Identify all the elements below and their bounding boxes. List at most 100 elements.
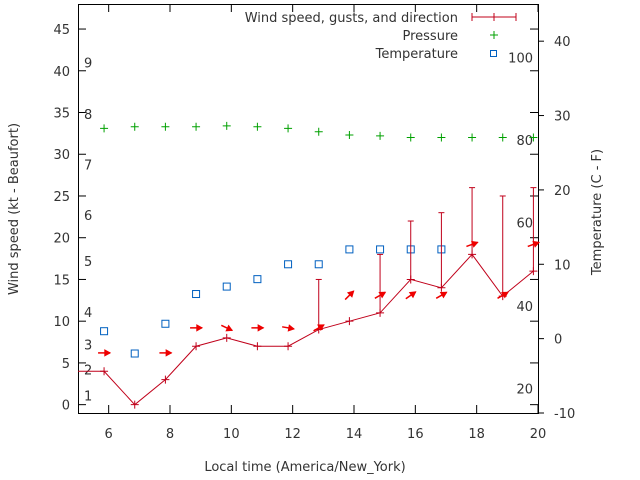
y-tick-label: 15	[53, 273, 70, 288]
y2-axis-label: Temperature (C - F)	[590, 149, 605, 276]
beaufort-label: 5	[84, 255, 92, 270]
y-tick-label: 25	[53, 190, 70, 205]
wind-speed-point	[284, 342, 293, 351]
pressure-point	[130, 122, 139, 131]
beaufort-label: 8	[84, 108, 92, 123]
pressure-point	[222, 121, 231, 130]
wind-direction-arrowhead	[408, 291, 417, 299]
x-axis-label: Local time (America/New_York)	[204, 460, 405, 475]
beaufort-label: 9	[84, 56, 92, 71]
legend-label-temperature: Temperature	[375, 47, 458, 62]
pressure-point	[161, 122, 170, 131]
x-tick-label: 16	[407, 427, 424, 442]
wind-speed-point	[161, 375, 170, 384]
pressure-point	[345, 131, 354, 140]
wind-speed-point	[192, 342, 201, 351]
fahrenheit-label: 40	[516, 300, 533, 315]
wind-direction-arrowhead	[225, 324, 234, 332]
temperature-point	[222, 282, 231, 291]
pressure-point	[253, 122, 262, 131]
temperature-point	[130, 349, 139, 358]
y-tick-label: 10	[53, 315, 70, 330]
temperature-point	[345, 245, 354, 254]
legend-label-wind: Wind speed, gusts, and direction	[245, 11, 458, 26]
temperature-point	[284, 260, 293, 269]
fahrenheit-label: 80	[516, 134, 533, 149]
fahrenheit-scale: 20 40 60 80 100	[508, 52, 533, 398]
pressure-point	[498, 133, 507, 142]
temperature-point	[192, 290, 201, 299]
pressure-point	[437, 133, 446, 142]
pressure-point	[192, 122, 201, 131]
y-tick-label: 35	[53, 107, 70, 122]
wind-speed-point	[345, 317, 354, 326]
wind-direction-arrowhead	[439, 291, 448, 299]
temperature-point	[100, 327, 109, 336]
x-tick-label: 10	[223, 427, 240, 442]
wind-direction-arrowhead	[287, 324, 296, 332]
y-tick-label: 45	[53, 23, 70, 38]
x-tick-label: 8	[166, 427, 174, 442]
wind-speed-line	[78, 253, 534, 406]
wind-direction-arrowhead	[378, 291, 387, 299]
y-tick-label: 0	[62, 399, 70, 414]
y-tick-label: 40	[53, 65, 70, 80]
wind-direction-arrowhead	[165, 349, 173, 357]
wind-direction-arrowhead	[196, 324, 204, 332]
x-axis-ticks: 6 8 10 12 14 16 18 20	[105, 4, 547, 442]
beaufort-label: 4	[84, 306, 92, 321]
x-tick-label: 20	[530, 427, 547, 442]
y2-axis-ticks: -10 0 10 20 30 40	[538, 35, 575, 422]
y2-tick-label: 10	[554, 258, 571, 273]
legend: Wind speed, gusts, and direction Pressur…	[245, 11, 517, 62]
wind-speed-point	[253, 342, 262, 351]
legend-temperature-marker	[490, 50, 497, 57]
x-tick-label: 18	[468, 427, 485, 442]
pressure-point	[284, 124, 293, 133]
temperature-point	[161, 319, 170, 328]
x-tick-label: 6	[105, 427, 113, 442]
wind-direction-arrowhead	[346, 290, 355, 298]
y-tick-label: 30	[53, 148, 70, 163]
y2-tick-label: 20	[554, 184, 571, 199]
y2-tick-label: 40	[554, 35, 571, 50]
wind-speed-point	[130, 400, 139, 409]
plot-frame	[78, 4, 539, 414]
wind-speed-point	[100, 367, 109, 376]
y-tick-label: 20	[53, 232, 70, 247]
wind-speed-point	[222, 333, 231, 342]
wind-direction-arrowhead	[471, 240, 479, 248]
pressure-point	[376, 131, 385, 140]
beaufort-label: 7	[84, 158, 92, 173]
pressure-point	[468, 133, 477, 142]
wind-direction-arrowhead	[317, 324, 325, 331]
temperature-point	[314, 260, 323, 269]
data-marks	[78, 121, 541, 409]
y2-tick-label: 0	[554, 333, 562, 348]
fahrenheit-label: 20	[516, 382, 533, 397]
y2-tick-label: -10	[554, 407, 575, 422]
beaufort-label: 3	[84, 339, 92, 354]
x-tick-label: 12	[284, 427, 301, 442]
pressure-point	[529, 133, 538, 142]
legend-label-pressure: Pressure	[402, 29, 458, 44]
y2-tick-label: 30	[554, 110, 571, 125]
temperature-point	[253, 275, 262, 284]
fahrenheit-label: 60	[516, 217, 533, 232]
y-axis-label: Wind speed (kt - Beaufort)	[7, 123, 22, 295]
wind-direction-arrowhead	[257, 324, 265, 332]
wind-direction-arrowhead	[501, 291, 509, 299]
x-tick-label: 14	[346, 427, 363, 442]
pressure-point	[314, 127, 323, 136]
wind-direction-arrowhead	[104, 349, 112, 357]
fahrenheit-label: 100	[508, 52, 533, 67]
legend-wind-marker	[490, 13, 498, 21]
beaufort-label: 6	[84, 209, 92, 224]
legend-pressure-marker	[490, 31, 498, 39]
y-tick-label: 5	[62, 357, 70, 372]
pressure-point	[406, 133, 415, 142]
pressure-point	[100, 124, 109, 133]
temperature-point	[376, 245, 385, 254]
